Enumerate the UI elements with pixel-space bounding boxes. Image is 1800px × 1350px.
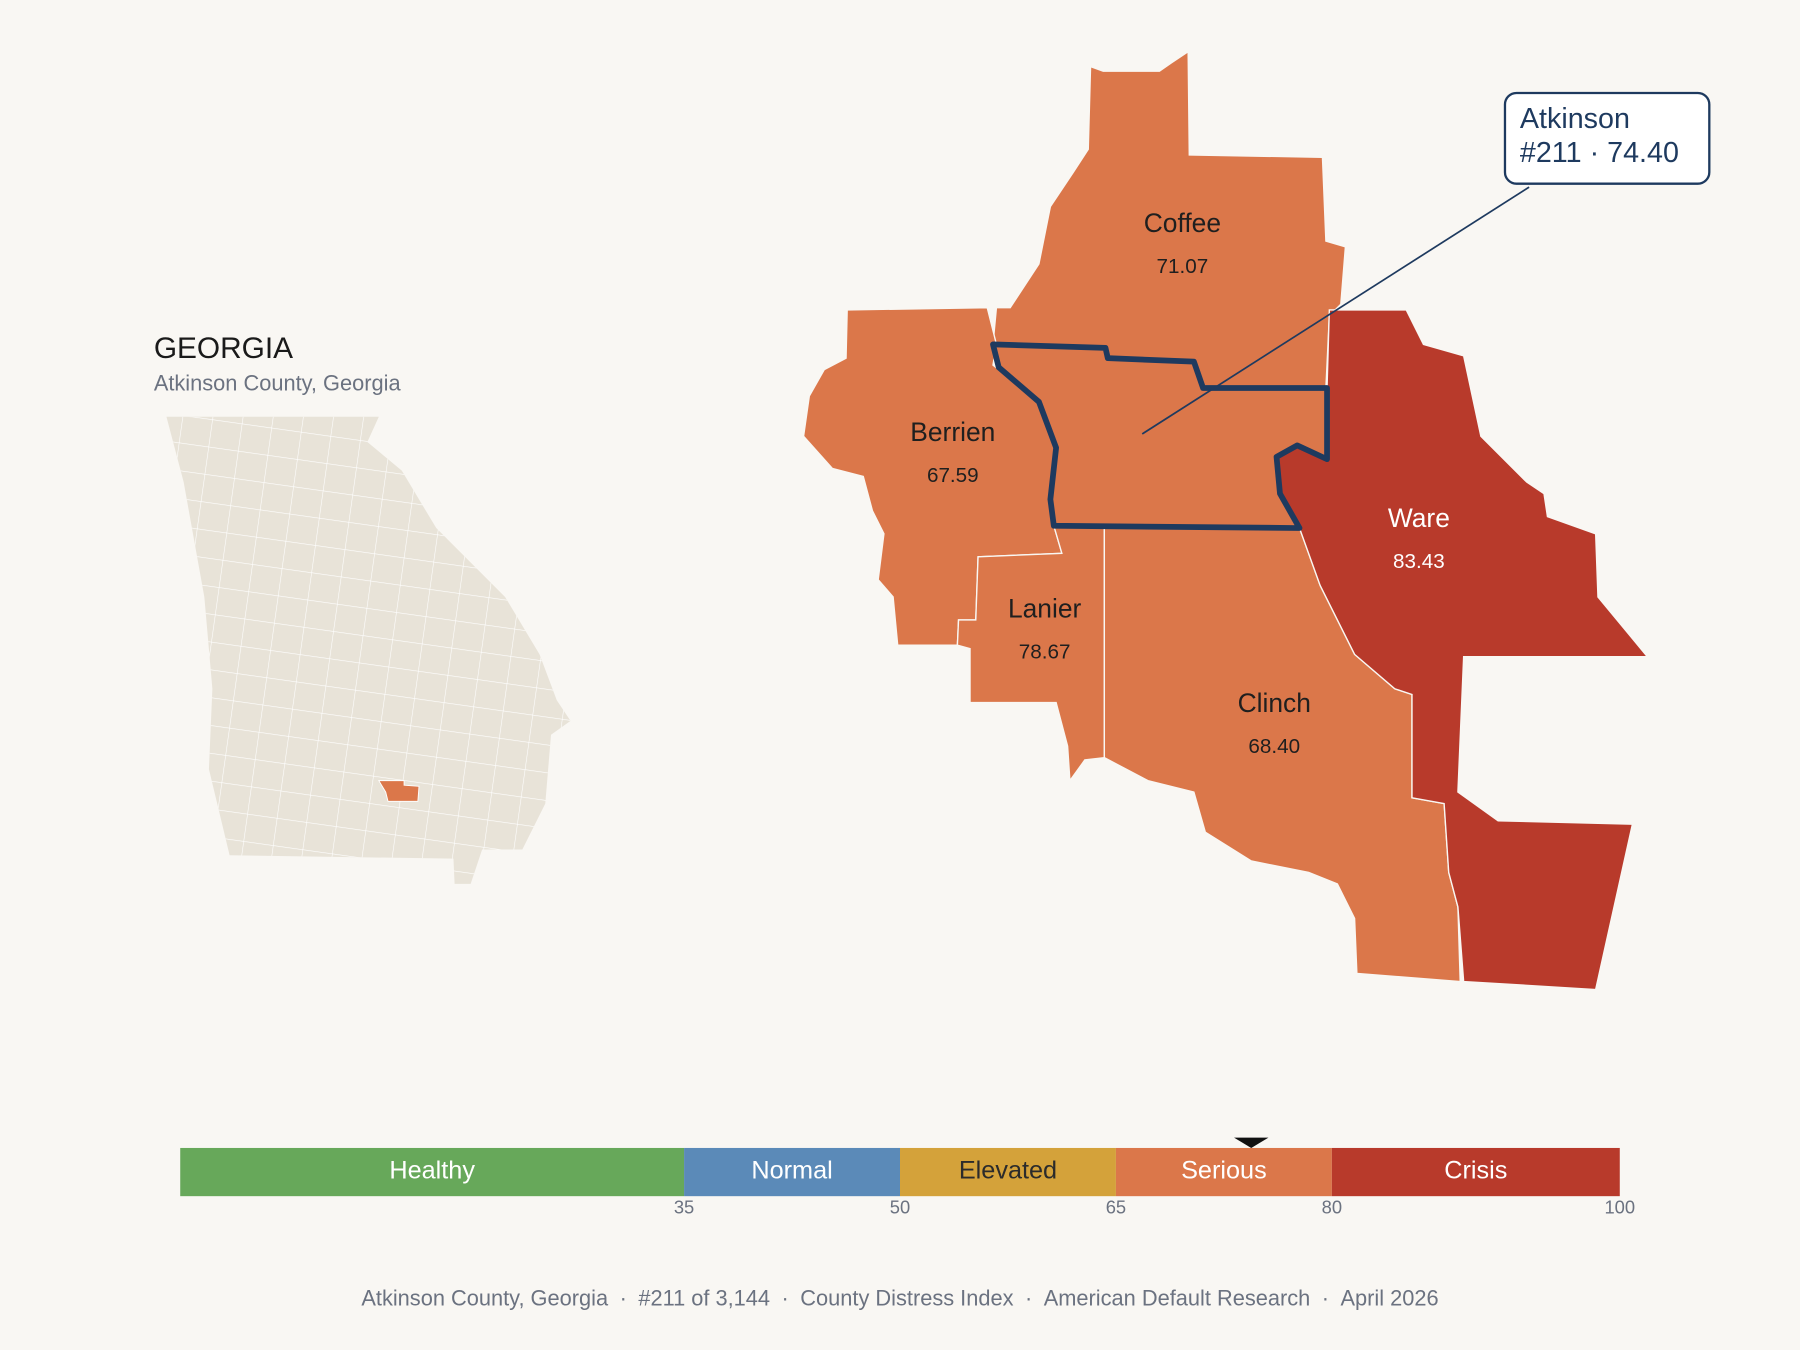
state-subtitle: Atkinson County, Georgia <box>154 370 402 395</box>
legend-band <box>684 1147 900 1197</box>
footer-item: Atkinson County, Georgia <box>361 1285 609 1310</box>
callout-box <box>1503 91 1711 185</box>
footer-item: April 2026 <box>1340 1285 1438 1310</box>
county-score: 83.43 <box>1393 550 1445 573</box>
footer-separator: · <box>1025 1285 1032 1310</box>
legend-band <box>180 1147 685 1197</box>
county-score: 67.59 <box>927 464 979 487</box>
footer-item: American Default Research <box>1044 1285 1311 1310</box>
legend-band <box>1115 1147 1332 1197</box>
state-locator <box>166 416 571 884</box>
county-name: Ware <box>1388 503 1450 533</box>
callout-score: 74.40 <box>1607 136 1679 168</box>
callout-separator: · <box>1590 136 1600 168</box>
legend-band <box>900 1147 1116 1197</box>
legend-tick-label: 35 <box>674 1197 694 1218</box>
footer-separator: · <box>782 1285 789 1310</box>
county-name: Lanier <box>1008 594 1082 624</box>
county-score: 71.07 <box>1157 255 1209 278</box>
county-name: Berrien <box>910 417 995 447</box>
legend-label: Elevated <box>959 1157 1057 1185</box>
legend-label: Serious <box>1181 1157 1267 1185</box>
footer-item: #211 of 3,144 <box>638 1285 770 1310</box>
county-map: Coffee 71.07 Berrien 67.59 Lanier 78.67 Clinch… <box>802 50 1649 991</box>
county-lines <box>166 416 571 884</box>
locator-county <box>378 780 420 802</box>
focus-county <box>990 341 1330 531</box>
legend: Healthy Normal Elevated Serious Crisis 35 50 65… <box>180 1137 1635 1218</box>
legend-tick-label: 100 <box>1604 1197 1635 1218</box>
footer-separator: · <box>620 1285 627 1310</box>
legend-label: Crisis <box>1444 1157 1507 1185</box>
legend-label: Normal <box>751 1157 832 1185</box>
county-score: 68.40 <box>1248 735 1300 758</box>
footer-separator: · <box>1322 1285 1329 1310</box>
callout-leader <box>1141 186 1530 435</box>
score-marker <box>1234 1137 1269 1148</box>
county-name: Clinch <box>1238 688 1311 718</box>
state-title: GEORGIA <box>154 332 293 365</box>
legend-label: Healthy <box>389 1157 475 1185</box>
legend-tick-label: 80 <box>1322 1197 1342 1218</box>
legend-tick-label: 50 <box>890 1197 910 1218</box>
legend-band <box>1331 1147 1620 1197</box>
callout-name: Atkinson <box>1520 103 1630 135</box>
footer-item: County Distress Index <box>800 1285 1013 1310</box>
county-name: Coffee <box>1144 208 1221 238</box>
county-score: 78.67 <box>1019 641 1071 664</box>
callout-detail: #211 · 74.40 <box>1520 136 1679 168</box>
footer: Atkinson County, Georgia · #211 of 3,144 · C… <box>361 1285 1438 1310</box>
legend-tick-label: 65 <box>1106 1197 1126 1218</box>
callout-rank: #211 <box>1520 136 1582 168</box>
